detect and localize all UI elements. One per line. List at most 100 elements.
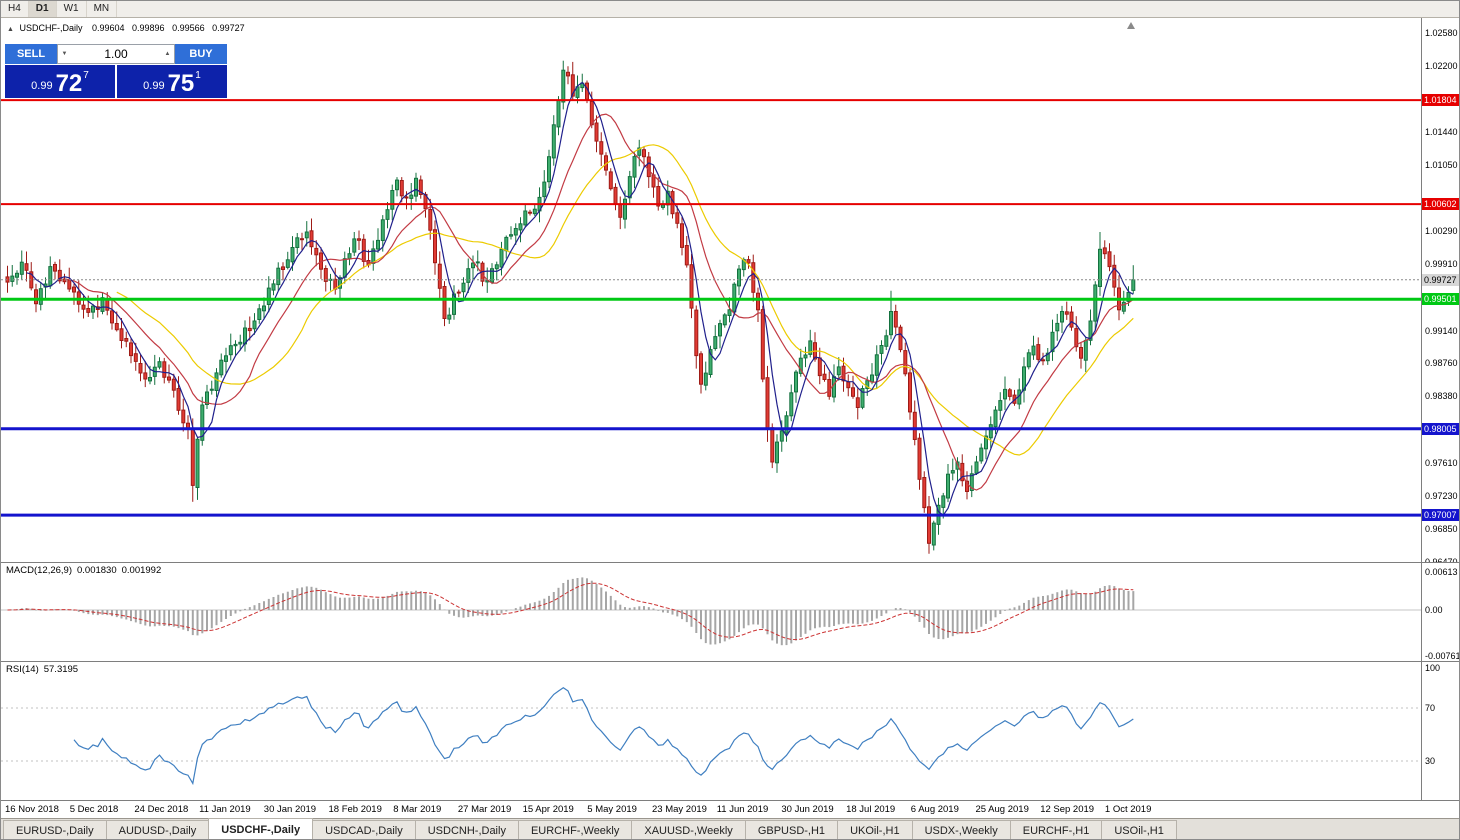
main-chart-panel: 1.02580 1.02200 1.01440 1.01050 1.00290 0.999… xyxy=(1,18,1459,567)
candle-body xyxy=(262,305,266,312)
candle xyxy=(428,198,433,240)
candle xyxy=(566,66,570,85)
chart-tab-gbpusd-h1[interactable]: GBPUSD-,H1 xyxy=(744,820,839,839)
candle-body xyxy=(703,372,708,386)
candle xyxy=(927,496,931,554)
candlestick-chart[interactable] xyxy=(1,18,1421,562)
candle xyxy=(247,316,252,341)
candle xyxy=(542,170,547,203)
candle xyxy=(722,313,727,328)
candle xyxy=(1093,281,1098,331)
rsi-axis-label: 30 xyxy=(1425,756,1436,766)
candle-body xyxy=(884,335,889,347)
candle-body xyxy=(680,223,684,248)
candle xyxy=(599,132,604,166)
candle xyxy=(1064,301,1069,320)
candle-body xyxy=(860,388,865,408)
chart-tab-ukoil-h1[interactable]: UKOil-,H1 xyxy=(837,820,913,839)
candle-body xyxy=(903,350,908,375)
candle-body xyxy=(34,289,38,305)
price-axis-label: 0.97230 xyxy=(1425,490,1458,501)
rsi-indicator-panel: RSI(14) 57.3195 100 70 30 xyxy=(1,661,1459,800)
candle-body xyxy=(984,435,988,450)
timeframe-button-mn[interactable]: MN xyxy=(87,1,118,17)
buy-price-display[interactable]: 0.99 75 1 xyxy=(117,65,227,98)
candle xyxy=(328,273,333,291)
candle-body xyxy=(357,238,361,241)
candle xyxy=(357,230,361,250)
macd-indicator-panel: MACD(12,26,9) 0.001830 0.001992 0.00613 0.0… xyxy=(1,562,1459,661)
candle-body xyxy=(637,147,642,156)
volume-increase-icon[interactable]: ▲ xyxy=(164,51,171,57)
candle xyxy=(1060,305,1064,333)
chart-tab-audusd-daily[interactable]: AUDUSD-,Daily xyxy=(105,820,210,839)
candle-body xyxy=(965,480,969,493)
candle-body xyxy=(1026,352,1031,368)
sell-button[interactable]: SELL xyxy=(5,44,57,64)
candle-body xyxy=(699,353,703,385)
collapse-chart-icon[interactable]: ▲ xyxy=(7,26,14,33)
candle-body xyxy=(499,248,504,268)
chart-tab-eurusd-daily[interactable]: EURUSD-,Daily xyxy=(3,820,107,839)
candle xyxy=(950,458,955,481)
candle xyxy=(718,319,722,349)
candle xyxy=(100,292,105,315)
chart-tab-usdchf-daily[interactable]: USDCHF-,Daily xyxy=(208,818,314,839)
chart-tab-usdcnh-daily[interactable]: USDCNH-,Daily xyxy=(414,820,519,839)
chart-tab-usoil-h1[interactable]: USOil-,H1 xyxy=(1101,820,1177,839)
chart-tab-eurchf-h1[interactable]: EURCHF-,H1 xyxy=(1009,820,1103,839)
candle xyxy=(532,203,537,216)
candle-body xyxy=(803,354,808,359)
candle-body xyxy=(798,357,803,374)
candle xyxy=(969,465,974,498)
candle xyxy=(556,96,561,136)
candle xyxy=(1012,389,1017,406)
candle-body xyxy=(471,262,475,269)
candle-body xyxy=(941,495,946,508)
candle xyxy=(347,247,352,266)
buy-button[interactable]: BUY xyxy=(175,44,227,64)
price-axis-label: 0.97610 xyxy=(1425,457,1458,468)
candle-body xyxy=(898,326,903,351)
volume-input[interactable]: 1.00 xyxy=(104,47,128,61)
candle-body xyxy=(124,338,129,342)
candle xyxy=(608,168,613,191)
candle xyxy=(627,170,632,205)
candle-body xyxy=(466,268,471,283)
volume-decrease-icon[interactable]: ▼ xyxy=(61,51,68,57)
candle-body xyxy=(110,310,114,324)
timeframe-button-d1[interactable]: D1 xyxy=(28,1,57,17)
candle xyxy=(376,228,380,253)
sell-price-display[interactable]: 0.99 72 7 xyxy=(5,65,115,98)
candle-body xyxy=(1050,331,1055,353)
candle-body xyxy=(523,210,528,226)
candle xyxy=(76,280,81,313)
price-axis-label: 0.98380 xyxy=(1425,391,1458,402)
bid-price-badge: 0.99727 xyxy=(1422,273,1459,286)
timeframe-button-w1[interactable]: W1 xyxy=(57,1,87,17)
candle-body xyxy=(1079,347,1083,359)
chart-tab-usdx-weekly[interactable]: USDX-,Weekly xyxy=(911,820,1011,839)
candle xyxy=(727,297,732,323)
chart-tab-usdcad-daily[interactable]: USDCAD-,Daily xyxy=(312,820,416,839)
candle-body xyxy=(623,198,627,220)
timeframe-button-h4[interactable]: H4 xyxy=(1,1,29,17)
candle xyxy=(979,443,984,464)
macd-name: MACD(12,26,9) xyxy=(6,565,72,576)
candle xyxy=(314,240,319,267)
sell-price-pip: 7 xyxy=(83,70,89,81)
candle-body xyxy=(456,291,461,294)
chart-tab-eurchf-weekly[interactable]: EURCHF-,Weekly xyxy=(517,820,633,839)
price-axis-label: 0.96850 xyxy=(1425,523,1458,534)
chart-tab-xauusd-weekly[interactable]: XAUUSD-,Weekly xyxy=(631,820,746,839)
candle-body xyxy=(874,354,879,376)
candle-body xyxy=(219,359,224,376)
candle-body xyxy=(309,230,314,248)
timeframe-toolbar: H4 D1 W1 MN xyxy=(1,1,1459,18)
candle xyxy=(789,384,794,422)
chart-shift-icon[interactable] xyxy=(1127,22,1135,29)
candle xyxy=(1121,290,1126,315)
candle-body xyxy=(418,179,423,195)
candle xyxy=(1083,337,1088,373)
candle-body xyxy=(447,314,452,320)
